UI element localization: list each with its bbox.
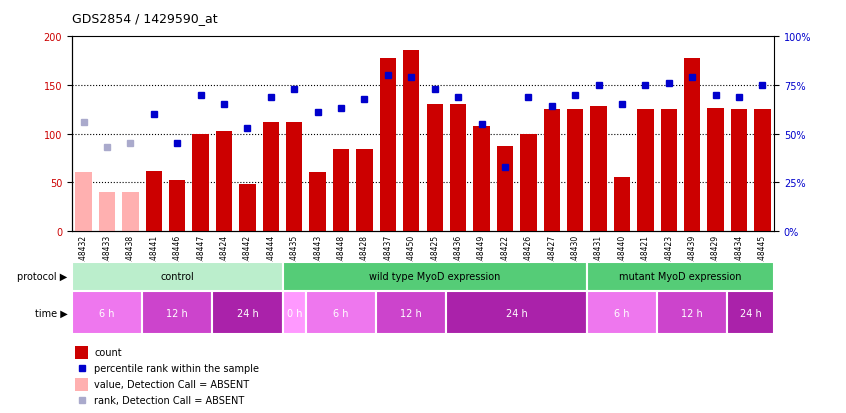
Text: 12 h: 12 h — [400, 308, 422, 318]
Text: 12 h: 12 h — [681, 308, 703, 318]
Bar — [447, 291, 587, 335]
Text: wild type MyoD expression: wild type MyoD expression — [369, 272, 500, 282]
Bar — [587, 291, 657, 335]
Bar — [567, 110, 584, 231]
Bar — [283, 262, 587, 291]
Text: value, Detection Call = ABSENT: value, Detection Call = ABSENT — [95, 379, 250, 389]
Bar — [306, 291, 376, 335]
Bar — [376, 291, 447, 335]
Text: 12 h: 12 h — [167, 308, 188, 318]
Bar — [192, 134, 209, 231]
Bar — [262, 123, 279, 231]
Bar — [657, 291, 728, 335]
Bar — [75, 173, 92, 231]
Bar — [146, 172, 162, 231]
Text: 6 h: 6 h — [333, 308, 349, 318]
Bar — [99, 192, 115, 231]
Text: 24 h: 24 h — [739, 308, 761, 318]
Bar — [613, 178, 630, 231]
Text: 24 h: 24 h — [506, 308, 528, 318]
Bar — [473, 126, 490, 231]
Bar — [450, 105, 466, 231]
Text: 0 h: 0 h — [287, 308, 302, 318]
Bar — [591, 107, 607, 231]
Bar — [216, 131, 233, 231]
Text: 6 h: 6 h — [99, 308, 115, 318]
Bar — [356, 150, 373, 231]
Bar — [754, 110, 771, 231]
Text: mutant MyoD expression: mutant MyoD expression — [619, 272, 742, 282]
Text: 24 h: 24 h — [237, 308, 258, 318]
Bar — [684, 59, 700, 231]
Bar — [283, 291, 306, 335]
Bar — [169, 181, 185, 231]
Text: protocol ▶: protocol ▶ — [18, 272, 68, 282]
Bar — [239, 185, 255, 231]
Text: rank, Detection Call = ABSENT: rank, Detection Call = ABSENT — [95, 395, 244, 405]
Text: time ▶: time ▶ — [35, 308, 68, 318]
Bar — [520, 134, 536, 231]
Bar — [75, 346, 88, 358]
Bar — [731, 110, 747, 231]
Bar — [426, 105, 443, 231]
Bar — [707, 109, 724, 231]
Bar — [661, 110, 677, 231]
Bar — [543, 110, 560, 231]
Bar — [380, 59, 396, 231]
Text: percentile rank within the sample: percentile rank within the sample — [95, 363, 260, 373]
Bar — [587, 262, 774, 291]
Text: 6 h: 6 h — [614, 308, 629, 318]
Bar — [310, 173, 326, 231]
Bar — [497, 147, 514, 231]
Text: GDS2854 / 1429590_at: GDS2854 / 1429590_at — [72, 12, 217, 25]
Bar — [728, 291, 774, 335]
Bar — [72, 291, 142, 335]
Text: count: count — [95, 347, 122, 357]
Bar — [332, 150, 349, 231]
Bar — [72, 262, 283, 291]
Bar — [142, 291, 212, 335]
Bar — [637, 110, 654, 231]
Text: control: control — [161, 272, 194, 282]
Bar — [286, 123, 303, 231]
Bar — [212, 291, 283, 335]
Bar — [75, 378, 88, 391]
Bar — [403, 51, 420, 231]
Bar — [122, 192, 139, 231]
